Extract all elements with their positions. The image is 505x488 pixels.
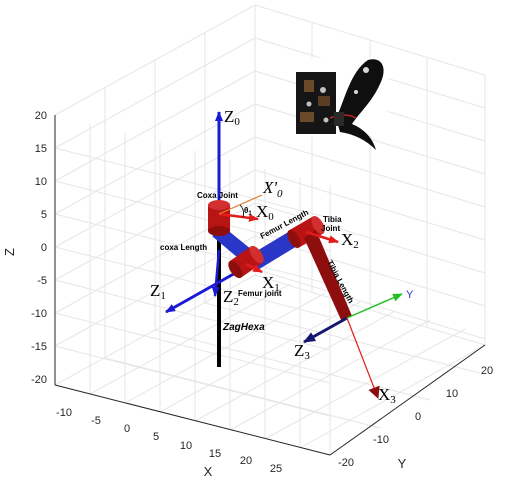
x-tick: 25 [270, 463, 282, 475]
y-tick: 10 [446, 388, 458, 400]
grid-floor [89, 274, 486, 449]
z-tick: -10 [31, 308, 47, 320]
x0-label: X0 [256, 202, 274, 223]
x0-arrow [218, 212, 259, 222]
z3-label: Z3 [294, 341, 310, 362]
theta-arc [239, 204, 244, 218]
z0-label: Z0 [224, 107, 240, 128]
z-axis-title: Z [2, 248, 17, 256]
z1-label: Z1 [150, 281, 166, 302]
world-y-label: Y [406, 289, 414, 301]
x-tick: 20 [240, 455, 252, 467]
tibia-link [304, 230, 352, 322]
x-tick: -10 [56, 407, 72, 419]
femur-joint-cylinder [228, 245, 264, 279]
z-tick: 5 [41, 209, 47, 221]
x3-arrow [346, 317, 380, 399]
z-tick: 0 [41, 242, 47, 254]
theta-label: θ1 [244, 206, 252, 217]
z-tick: -5 [37, 275, 47, 287]
coxa-length-label: coxa Length [160, 243, 207, 252]
y-axis-ticks: -20 -10 0 10 20 [338, 365, 493, 469]
x-tick: 10 [180, 440, 192, 452]
z-tick: 20 [35, 110, 47, 122]
z1-arrow [165, 265, 247, 314]
x-tick: 0 [124, 423, 130, 435]
grid-back-right-wall [54, 4, 486, 386]
z-tick: -20 [31, 374, 47, 386]
z3-arrow [303, 316, 348, 344]
x-tick: 5 [153, 431, 159, 443]
z2-arrow [211, 249, 221, 297]
x-axis-ticks: -10 -5 0 5 10 15 20 25 [56, 407, 282, 475]
x1-arrow [245, 262, 263, 274]
coxa-joint-label: Coxa Joint [197, 191, 238, 200]
femur-joint-label: Femur joint [238, 289, 282, 298]
x-axis-title: X [204, 464, 213, 479]
x2-label: X2 [341, 230, 359, 251]
grid-back-left-wall [54, 115, 331, 456]
z-tick: -15 [31, 341, 47, 353]
world-y-arrow [346, 293, 403, 319]
robot-photo-inset [296, 58, 388, 150]
y-tick: -20 [338, 457, 354, 469]
z-tick: 10 [35, 176, 47, 188]
tibia-joint-label-line2: Joint [321, 224, 340, 233]
x0-prime-label: X'0 [262, 178, 283, 200]
tibia-joint-label-line1: Tibia [323, 215, 342, 224]
y-axis-title: Y [398, 456, 407, 471]
coxa-joint-cylinder [208, 200, 230, 236]
x2-arrow [305, 230, 339, 244]
x-tick: 15 [209, 448, 221, 460]
y-tick: -10 [373, 434, 389, 446]
y-tick: 20 [481, 365, 493, 377]
axis-box [54, 115, 486, 456]
z2-label: Z2 [223, 287, 239, 308]
x0-prime-line [218, 194, 263, 215]
y-tick: 0 [415, 411, 421, 423]
x1-label: X1 [262, 273, 280, 294]
z-tick: 15 [35, 143, 47, 155]
z-axis-ticks: 20 15 10 5 0 -5 -10 -15 -20 [31, 110, 47, 386]
x3-label: X3 [378, 385, 396, 406]
x-tick: -5 [91, 415, 101, 427]
robot-name-label: ZagHexa [222, 322, 265, 333]
